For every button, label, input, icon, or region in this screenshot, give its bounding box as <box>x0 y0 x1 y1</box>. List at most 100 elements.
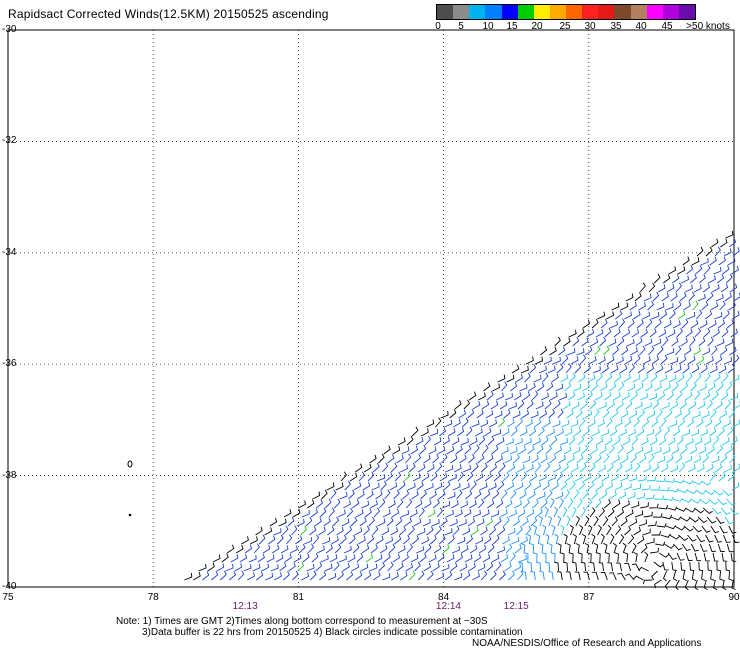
wind-barb <box>271 544 280 554</box>
wind-barb <box>253 543 260 554</box>
wind-barb <box>637 364 645 374</box>
wind-barb <box>569 552 574 563</box>
wind-barb <box>388 543 396 554</box>
wind-barb <box>458 409 467 419</box>
wind-barb <box>435 417 442 428</box>
wind-barb <box>654 426 662 437</box>
wind-barb <box>666 391 674 401</box>
wind-barb <box>583 571 590 581</box>
wind-barb <box>676 552 685 561</box>
wind-barb <box>471 526 479 536</box>
wind-barb <box>324 498 332 509</box>
wind-barb <box>684 284 693 293</box>
wind-barb <box>623 552 629 563</box>
wind-barb <box>483 427 492 437</box>
wind-barb <box>703 327 711 338</box>
wind-barb <box>450 562 458 572</box>
wind-barb <box>433 437 442 446</box>
wind-barb <box>597 419 605 428</box>
wind-barb <box>378 561 386 572</box>
wind-barb <box>262 544 271 554</box>
wind-barb <box>612 392 621 401</box>
wind-barb <box>415 499 423 509</box>
wind-barb <box>371 482 380 491</box>
wind-barb <box>376 474 385 482</box>
wind-barb <box>695 372 702 383</box>
wind-barb <box>731 265 739 275</box>
wind-barb <box>496 499 504 509</box>
wind-barb <box>549 497 555 509</box>
wind-barb <box>563 533 568 545</box>
wind-barb <box>400 571 408 581</box>
colorbar-segment <box>517 5 534 19</box>
colorbar-segment <box>662 5 679 19</box>
wind-barb <box>355 509 364 518</box>
wind-barb <box>644 338 653 347</box>
wind-barb <box>468 562 476 572</box>
wind-barb <box>710 302 719 311</box>
wind-barb <box>517 508 526 518</box>
wind-barb <box>432 453 439 464</box>
wind-barb <box>636 427 645 437</box>
wind-barb <box>690 319 699 329</box>
wind-barb <box>541 524 547 536</box>
wind-barb <box>501 427 510 437</box>
wind-barb <box>571 401 580 410</box>
wind-barb <box>571 506 577 518</box>
wind-barb <box>582 427 590 437</box>
wind-barb <box>704 264 711 275</box>
wind-barb <box>250 536 258 545</box>
wind-barb <box>643 402 652 410</box>
wind-barb <box>460 500 468 509</box>
wind-barb <box>527 561 533 572</box>
wind-barb <box>382 573 391 581</box>
wind-barb <box>699 274 706 284</box>
wind-barb <box>725 338 734 347</box>
wind-barb <box>696 355 705 365</box>
wind-barb <box>658 328 667 338</box>
longitude-label: 78 <box>147 592 159 603</box>
wind-barb <box>455 445 463 455</box>
wind-barb <box>565 363 572 374</box>
wind-barb <box>555 491 564 500</box>
wind-barb <box>628 428 636 437</box>
wind-barb <box>704 489 715 496</box>
wind-barb <box>710 408 717 419</box>
wind-barb <box>609 320 618 329</box>
wind-barb <box>615 462 623 473</box>
wind-barb <box>657 456 666 464</box>
wind-barb <box>486 454 494 464</box>
wind-barb <box>511 471 519 482</box>
wind-barb <box>444 528 453 536</box>
wind-barb <box>537 382 545 392</box>
wind-barb <box>631 563 640 572</box>
wind-barb <box>714 312 723 320</box>
wind-barb <box>400 510 409 518</box>
wind-barb <box>572 336 580 347</box>
wind-barb <box>399 525 407 536</box>
wind-barb <box>207 562 215 572</box>
wind-barb <box>717 319 726 329</box>
wind-barb <box>568 329 577 338</box>
wind-barb <box>642 579 653 585</box>
wind-barb <box>598 562 605 572</box>
wind-barb <box>567 498 574 509</box>
wind-barb <box>280 545 289 554</box>
wind-barb <box>730 328 738 338</box>
wind-barb <box>651 530 662 536</box>
wind-barb <box>693 390 701 401</box>
wind-barb <box>430 472 438 482</box>
wind-barb <box>607 562 614 572</box>
wind-barb <box>525 525 532 536</box>
wind-barb <box>447 492 456 500</box>
wind-barb <box>665 409 673 419</box>
colorbar-label: 30 <box>584 21 596 32</box>
wind-barb <box>352 543 360 554</box>
wind-barb <box>724 292 732 302</box>
wind-barb <box>699 319 708 329</box>
wind-barb <box>385 472 393 482</box>
wind-barb <box>493 472 501 482</box>
wind-barb <box>611 409 619 419</box>
wind-barb <box>398 481 406 491</box>
wind-barb <box>438 534 446 545</box>
